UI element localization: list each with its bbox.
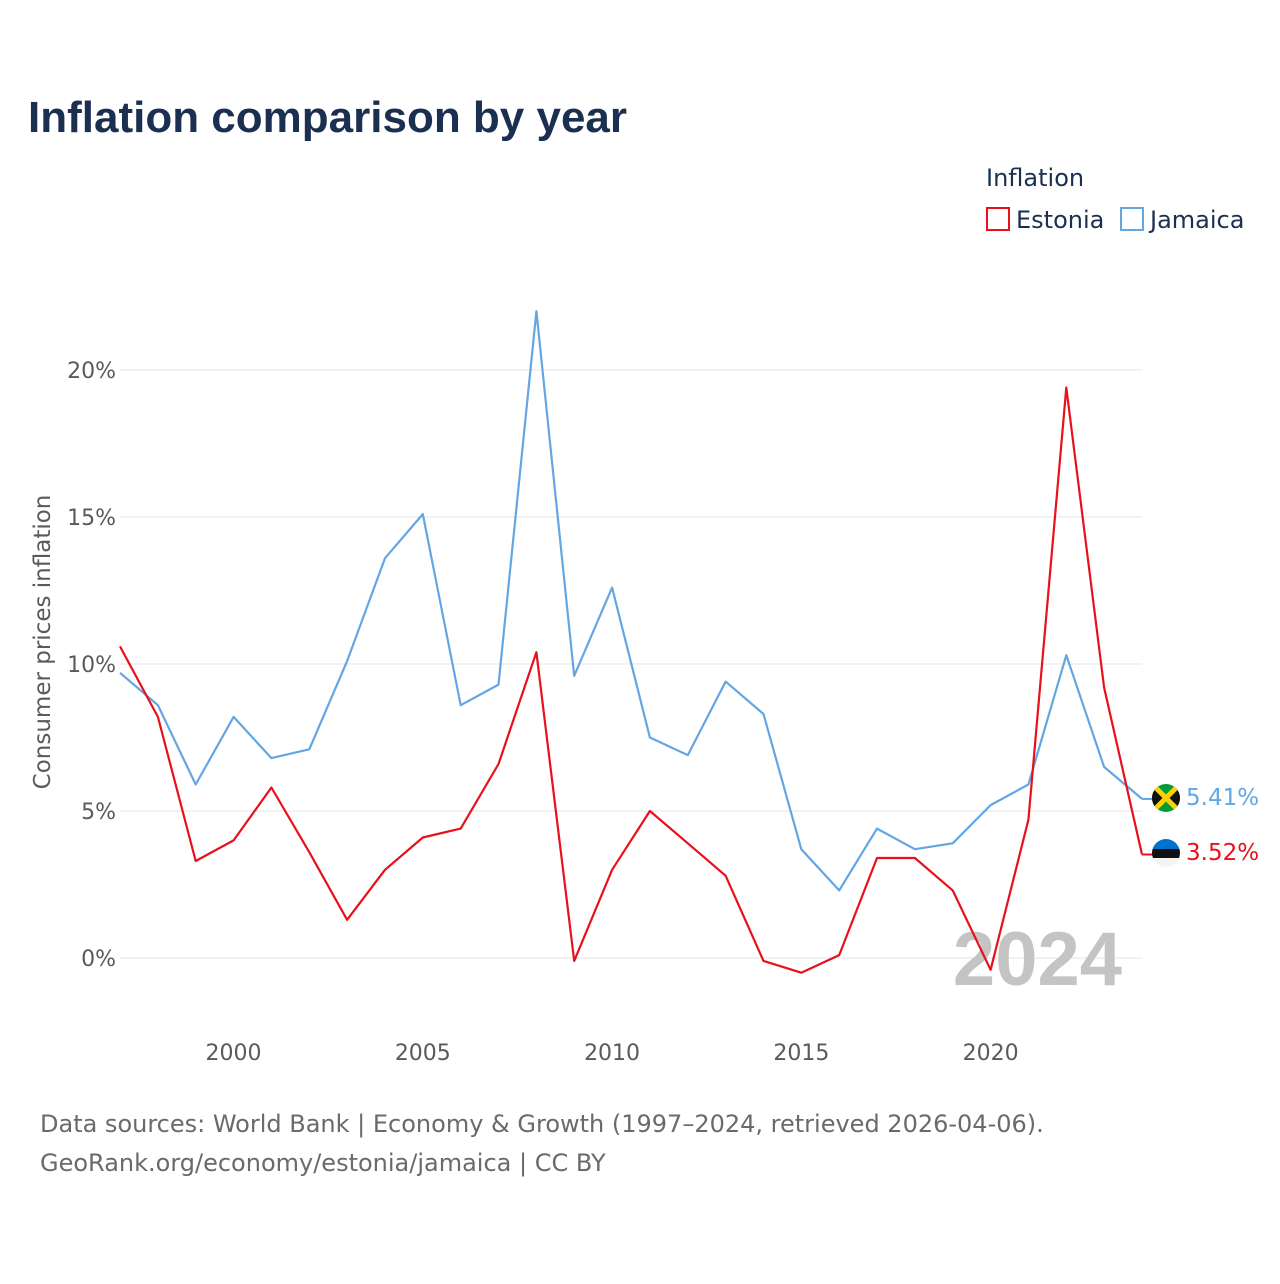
x-tick-label: 2000	[206, 1041, 262, 1066]
y-tick-label: 15%	[67, 506, 116, 531]
chart-title: Inflation comparison by year	[28, 93, 627, 142]
y-tick-label: 5%	[81, 800, 116, 825]
legend-swatch-jamaica	[1120, 207, 1144, 231]
end-label-estonia: 3.52%	[1186, 840, 1259, 866]
legend: Inflation Estonia Jamaica	[986, 164, 1244, 234]
footer-attribution: GeoRank.org/economy/estonia/jamaica | CC…	[40, 1149, 606, 1177]
series-line-estonia	[119, 386, 1144, 974]
y-tick-label: 10%	[67, 653, 116, 678]
y-tick-label: 0%	[81, 947, 116, 972]
year-watermark: 2024	[953, 917, 1122, 1002]
x-axis-ticks: 2000 2005 2010 2015 2020	[206, 1041, 1019, 1066]
x-tick-label: 2010	[584, 1041, 640, 1066]
y-axis-title: Consumer prices inflation	[30, 495, 56, 790]
legend-title: Inflation	[986, 164, 1084, 192]
legend-label-jamaica: Jamaica	[1148, 206, 1244, 234]
x-tick-label: 2005	[395, 1041, 451, 1066]
jamaica-flag-icon	[1152, 784, 1180, 812]
x-tick-label: 2015	[773, 1041, 829, 1066]
footer-sources: Data sources: World Bank | Economy & Gro…	[40, 1110, 1044, 1138]
y-tick-label: 20%	[67, 359, 116, 384]
series-lines	[119, 310, 1154, 974]
series-line-jamaica	[119, 310, 1143, 892]
legend-label-estonia: Estonia	[1016, 206, 1104, 234]
y-axis-ticks: 0% 5% 10% 15% 20%	[67, 359, 116, 972]
legend-swatch-estonia	[986, 207, 1010, 231]
x-tick-label: 2020	[963, 1041, 1019, 1066]
estonia-flag-icon	[1152, 839, 1180, 867]
end-label-jamaica: 5.41%	[1186, 785, 1259, 811]
